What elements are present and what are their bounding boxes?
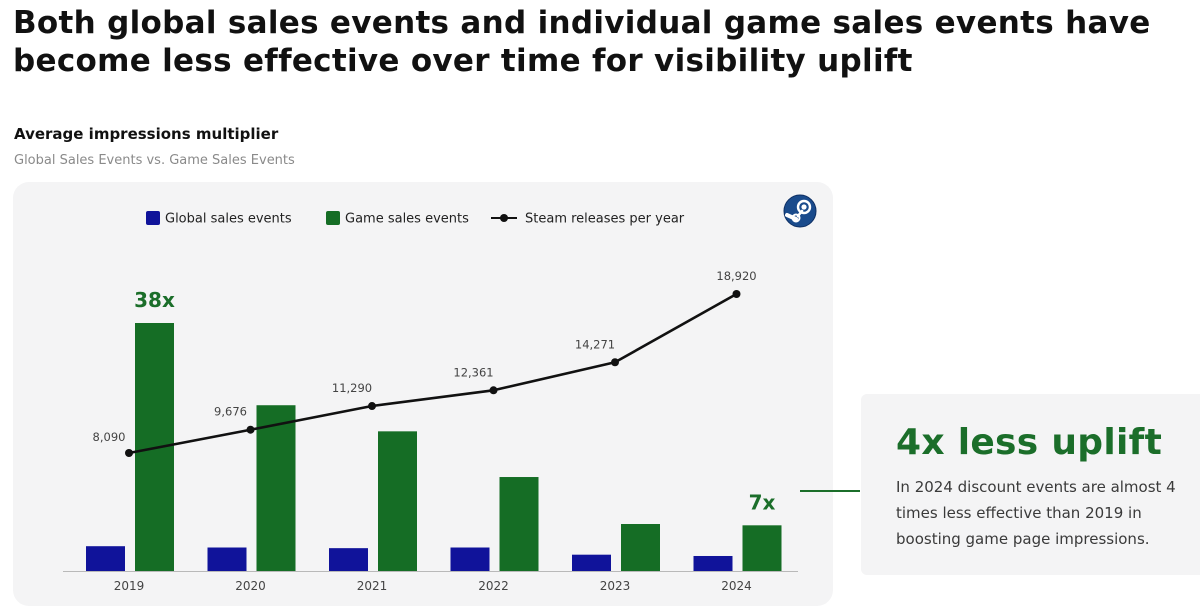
x-axis-ticks: 2019 2020 2021 2022 2023 2024 bbox=[114, 579, 752, 593]
x-tick-label: 2021 bbox=[357, 579, 388, 593]
legend-swatch-global-sales-events bbox=[146, 211, 160, 225]
page-headline: Both global sales events and individual … bbox=[13, 5, 1151, 79]
line-point-2024 bbox=[732, 290, 741, 298]
bar-game-2024 bbox=[742, 525, 782, 571]
bar-game-2021 bbox=[378, 431, 417, 571]
line-series: 8,090 9,676 11,290 12,361 14,271 18,920 bbox=[93, 269, 757, 457]
line-value-label: 18,920 bbox=[716, 269, 756, 283]
bar-annotations: 38x 7x bbox=[134, 288, 775, 514]
legend-label-global-sales-events: Global sales events bbox=[165, 212, 292, 227]
bar-game-2022 bbox=[499, 477, 539, 571]
combo-chart: Global sales events Game sales events Stea… bbox=[63, 211, 798, 593]
bars-group bbox=[86, 323, 782, 571]
legend-label-game-sales-events: Game sales events bbox=[345, 212, 469, 227]
callout-box: 4x less uplift In 2024 discount events a… bbox=[861, 394, 1200, 575]
x-tick-label: 2023 bbox=[600, 579, 631, 593]
steam-logo-icon bbox=[783, 194, 817, 228]
bar-global-2020 bbox=[207, 547, 247, 571]
line-point-2021 bbox=[368, 402, 376, 411]
line-value-label: 9,676 bbox=[214, 405, 247, 419]
line-point-2022 bbox=[489, 386, 498, 395]
bar-annotation-2024: 7x bbox=[749, 490, 776, 514]
x-tick-label: 2022 bbox=[478, 579, 509, 593]
bar-global-2023 bbox=[572, 554, 611, 571]
legend-label-steam-releases-per-year: Steam releases per year bbox=[525, 212, 685, 227]
bar-global-2024 bbox=[693, 555, 733, 571]
line-point-2019 bbox=[125, 449, 133, 457]
bar-annotation-2019: 38x bbox=[134, 288, 175, 312]
chart-legend: Global sales events Game sales events Stea… bbox=[146, 211, 685, 227]
chart-card: Global sales events Game sales events Stea… bbox=[13, 182, 833, 606]
bar-game-2023 bbox=[621, 524, 660, 571]
x-tick-label: 2024 bbox=[721, 579, 752, 593]
line-value-label: 12,361 bbox=[453, 365, 493, 379]
line-point-2023 bbox=[611, 358, 619, 367]
bar-game-2020 bbox=[256, 405, 296, 571]
chart-title: Average impressions multiplier bbox=[14, 125, 279, 143]
callout-connector bbox=[800, 490, 860, 492]
line-value-label: 8,090 bbox=[93, 430, 126, 444]
bar-global-2021 bbox=[329, 548, 368, 571]
line-point-2020 bbox=[246, 425, 255, 434]
x-tick-label: 2020 bbox=[235, 579, 266, 593]
legend-marker-steam-releases-per-year bbox=[500, 214, 508, 222]
callout-headline: 4x less uplift bbox=[896, 422, 1163, 463]
line-value-label: 14,271 bbox=[575, 337, 615, 351]
x-tick-label: 2019 bbox=[114, 579, 145, 593]
callout-body: In 2024 discount events are almost 4 tim… bbox=[896, 478, 1176, 548]
bar-global-2019 bbox=[86, 546, 125, 571]
bar-global-2022 bbox=[450, 547, 490, 571]
line-value-label: 11,290 bbox=[332, 381, 372, 395]
chart-subtitle: Global Sales Events vs. Game Sales Event… bbox=[14, 153, 295, 168]
legend-swatch-game-sales-events bbox=[326, 211, 340, 225]
steam-releases-line bbox=[128, 292, 738, 455]
